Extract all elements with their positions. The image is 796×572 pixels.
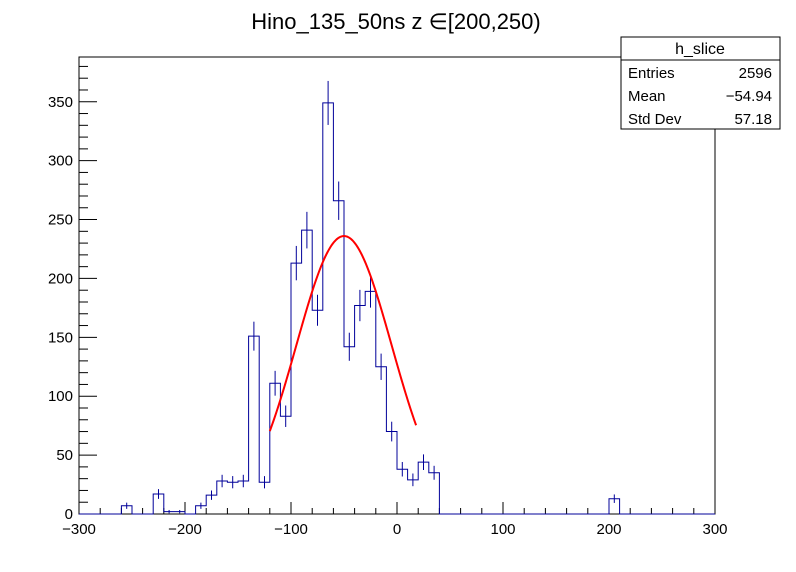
x-tick-label: −200 xyxy=(168,521,202,538)
x-tick-label: 200 xyxy=(596,521,621,538)
y-tick-label: 200 xyxy=(48,270,73,287)
fit-curve xyxy=(268,235,418,432)
y-tick-label: 300 xyxy=(48,153,73,170)
x-tick-label: −300 xyxy=(62,521,96,538)
error-bars xyxy=(126,80,615,514)
x-tick-label: 100 xyxy=(490,521,515,538)
chart-title: Hino_135_50ns z ∈[200,250) xyxy=(251,9,540,34)
x-tick-label: −100 xyxy=(274,521,308,538)
y-tick-label: 50 xyxy=(56,447,73,464)
gaussian-fit xyxy=(268,235,418,432)
x-axis: −300 −200 −100 0 100 200 300 xyxy=(62,502,728,538)
y-tick-label: 150 xyxy=(48,329,73,346)
stats-stddev-value: 57.18 xyxy=(734,111,772,128)
stats-entries-value: 2596 xyxy=(739,65,772,82)
x-tick-label: 0 xyxy=(393,521,401,538)
stats-mean-label: Mean xyxy=(628,88,666,105)
stats-mean-value: −54.94 xyxy=(726,88,772,105)
stats-stddev-label: Std Dev xyxy=(628,111,682,128)
y-tick-label: 250 xyxy=(48,212,73,229)
stats-title: h_slice xyxy=(675,41,725,58)
y-tick-label: 100 xyxy=(48,388,73,405)
y-axis: 0 50 100 150 200 250 300 350 xyxy=(48,65,97,523)
x-tick-label: 300 xyxy=(702,521,727,538)
stats-entries-label: Entries xyxy=(628,65,675,82)
y-tick-label: 0 xyxy=(65,506,73,523)
stats-box: h_slice Entries 2596 Mean −54.94 Std Dev… xyxy=(620,36,781,130)
y-tick-label: 350 xyxy=(48,94,73,111)
